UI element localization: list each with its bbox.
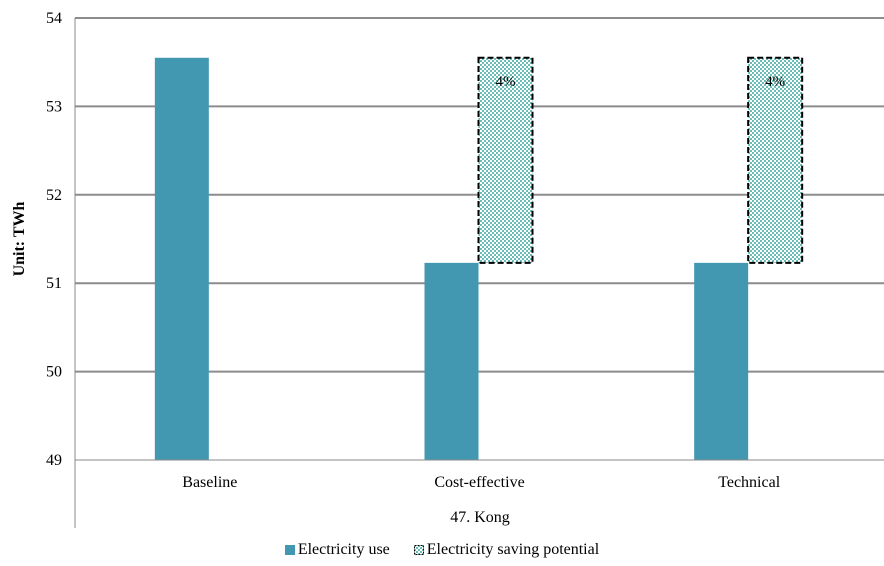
data-label-saving-potential: 4% xyxy=(496,74,516,90)
y-tick-label: 49 xyxy=(46,452,62,469)
legend: Electricity use Electricity saving poten… xyxy=(0,541,884,560)
x-tick-label: Baseline xyxy=(182,474,237,491)
group-label: 47. Kong xyxy=(450,509,510,526)
bar-electricity-use-technical xyxy=(694,262,749,460)
bar-electricity-use-baseline xyxy=(154,57,209,460)
y-tick-label: 53 xyxy=(46,98,62,115)
y-tick-label: 54 xyxy=(46,10,62,27)
legend-item-electricity-use: Electricity use xyxy=(284,541,390,559)
y-tick-label: 52 xyxy=(46,187,62,204)
legend-swatch-saving-potential xyxy=(413,545,424,555)
bar-saving-potential-technical xyxy=(747,56,804,264)
y-tick-label: 50 xyxy=(46,364,62,381)
bars: 4% 4% xyxy=(154,56,804,460)
y-axis-ticks: 49 50 51 52 53 54 xyxy=(46,10,62,469)
x-axis-ticks: Baseline Cost-effective Technical xyxy=(182,474,780,491)
legend-label-electricity-use: Electricity use xyxy=(297,541,390,558)
legend-label-saving-potential: Electricity saving potential xyxy=(426,541,600,558)
legend-item-saving-potential: Electricity saving potential xyxy=(413,541,600,559)
y-tick-label: 51 xyxy=(46,275,62,292)
x-tick-label: Technical xyxy=(718,474,781,491)
legend-swatch-electricity-use xyxy=(284,545,295,555)
bar-saving-potential-cost-effective xyxy=(477,56,534,264)
x-tick-label: Cost-effective xyxy=(434,474,524,491)
y-axis-label: Unit: TWh xyxy=(11,201,28,276)
bar-electricity-use-cost-effective xyxy=(424,262,479,460)
data-label-saving-potential: 4% xyxy=(765,74,785,90)
